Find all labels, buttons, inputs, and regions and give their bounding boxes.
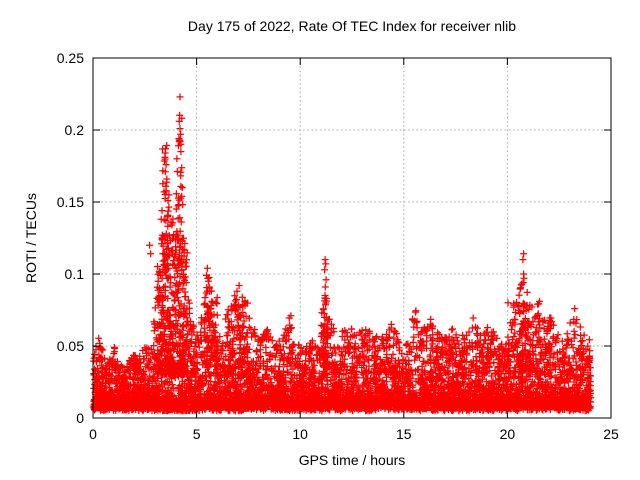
data-points (90, 93, 595, 415)
y-tick-label: 0.15 (56, 194, 84, 210)
x-tick-label: 5 (192, 426, 201, 442)
y-tick-label: 0.2 (64, 122, 84, 138)
chart-title: Day 175 of 2022, Rate Of TEC Index for r… (187, 18, 517, 34)
x-tick-label: 25 (603, 426, 619, 442)
y-tick-label: 0 (76, 410, 84, 426)
x-tick-label: 10 (292, 426, 308, 442)
y-tick-label: 0.05 (56, 338, 84, 354)
x-tick-label: 20 (499, 426, 516, 442)
x-tick-label: 0 (89, 426, 97, 442)
x-axis-label: GPS time / hours (298, 452, 406, 468)
plot-border (92, 57, 612, 419)
x-tick-label: 15 (396, 426, 412, 442)
y-tick-label: 0.1 (64, 266, 84, 282)
y-tick-label: 0.25 (56, 50, 84, 66)
